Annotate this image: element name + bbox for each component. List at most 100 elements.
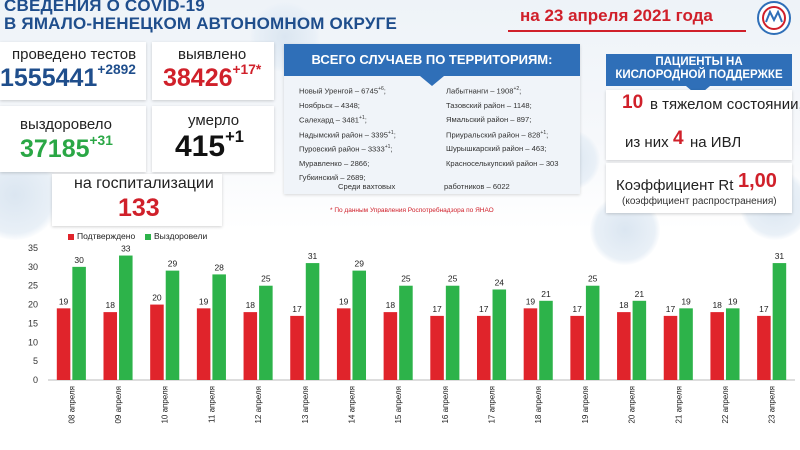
x-tick-label: 21 апреля: [674, 386, 683, 424]
territories-header: ВСЕГО СЛУЧАЕВ ПО ТЕРРИТОРИЯМ:: [284, 44, 580, 76]
bar-recovered: [72, 266, 86, 380]
data-label: 17: [666, 304, 676, 314]
report-date: на 23 апреля 2021 года: [520, 6, 713, 25]
data-label: 29: [168, 259, 178, 269]
territory-text: Лабытнанги – 1908: [446, 86, 514, 96]
territory-item: Салехард – 3481+1;: [299, 115, 367, 125]
bar-confirmed: [56, 308, 71, 380]
data-label: 17: [292, 304, 302, 314]
territory-item: Муравленко – 2866;: [299, 159, 369, 168]
data-label: 19: [681, 296, 691, 306]
territories-header-arrow: [420, 76, 444, 86]
bar-recovered: [679, 308, 693, 380]
rt-note: (коэффициент распространения): [622, 196, 777, 207]
severe-label: в тяжелом состоянии,: [650, 96, 800, 113]
page-title-line1: СВЕДЕНИЯ О COVID-19: [4, 0, 205, 15]
territory-item: Пуровский район – 3333+1;: [299, 144, 393, 154]
data-label: 18: [246, 300, 256, 310]
data-label: 33: [121, 244, 131, 254]
data-label: 24: [495, 277, 505, 287]
bar-recovered: [399, 285, 413, 380]
data-label: 31: [308, 251, 318, 261]
data-label: 21: [541, 289, 551, 299]
died-delta: +1: [225, 128, 244, 146]
page-title-line2: В ЯМАЛО-НЕНЕЦКОМ АВТОНОМНОМ ОКРУГЕ: [4, 14, 398, 33]
territory-text: Новый Уренгой – 6745: [299, 86, 379, 96]
data-label: 19: [199, 296, 209, 306]
data-label: 25: [588, 274, 598, 284]
rt-label: Коэффициент Rt: [616, 177, 734, 194]
legend-recovered-swatch: [145, 233, 151, 240]
x-tick-label: 08 апреля: [67, 386, 76, 424]
data-label: 30: [74, 255, 84, 265]
x-tick-label: 20 апреля: [628, 386, 637, 424]
territory-item: Надымский район – 3395+1;: [299, 129, 396, 140]
oxygen-card: [606, 90, 792, 160]
detected-value: 38426+17*: [163, 62, 262, 92]
y-tick-label: 15: [28, 318, 38, 328]
y-tick-label: 30: [28, 262, 38, 272]
bar-recovered: [212, 274, 226, 380]
ivl-prefix: из них: [625, 134, 669, 151]
bar-recovered: [259, 285, 273, 380]
cases-bar-chart: 0 5 10 15 20 25 30 35 19 30 08 апреля 18 33 09 апреля…: [28, 243, 795, 424]
recovered-label: выздоровело: [20, 116, 112, 133]
x-tick-label: 11 апреля: [207, 386, 216, 423]
oxygen-header: ПАЦИЕНТЫ НА КИСЛОРОДНОЙ ПОДДЕРЖКЕ: [606, 54, 792, 86]
data-label: 18: [386, 300, 396, 310]
data-label: 20: [152, 293, 162, 303]
data-label: 25: [448, 274, 458, 284]
data-label: 19: [59, 296, 69, 306]
territory-delta: +1: [384, 144, 391, 150]
died-label: умерло: [188, 112, 240, 129]
region-emblem-icon: [757, 1, 791, 35]
detected-delta: +17*: [232, 62, 262, 77]
y-tick-label: 20: [28, 300, 38, 310]
bar-confirmed: [523, 308, 538, 380]
territory-item: Приуральский район – 828+1;: [446, 129, 549, 140]
bar-confirmed: [243, 312, 258, 380]
legend-confirmed: Подтверждено: [68, 231, 135, 241]
territory-text: Тазовский район – 1148;: [446, 100, 532, 110]
data-label: 19: [526, 296, 536, 306]
data-label: 18: [106, 300, 116, 310]
bar-recovered: [492, 289, 507, 380]
legend-confirmed-swatch: [68, 233, 74, 240]
bar-recovered: [119, 255, 133, 380]
territory-item: Ноябрьск – 4348;: [299, 101, 360, 110]
territory-item: Шурышкарский район – 463;: [446, 144, 546, 153]
data-label: 19: [728, 296, 738, 306]
x-tick-label: 16 апреля: [441, 386, 450, 424]
x-tick-label: 18 апреля: [534, 386, 543, 424]
tests-delta: +2892: [97, 62, 136, 77]
x-tick-label: 10 апреля: [161, 386, 170, 424]
bar-confirmed: [430, 315, 444, 380]
territory-delta: +1: [387, 129, 394, 136]
y-tick-label: 0: [33, 375, 38, 385]
legend-confirmed-label: Подтверждено: [77, 231, 136, 241]
bar-recovered: [632, 300, 647, 380]
data-label: 28: [214, 262, 224, 272]
data-label: 21: [635, 289, 645, 299]
territory-item: Ямальский район – 897;: [446, 115, 531, 124]
x-tick-label: 09 апреля: [114, 386, 123, 424]
died-card: [152, 106, 274, 172]
ivl-value: 4: [673, 128, 684, 149]
bar-recovered: [772, 263, 787, 380]
territory-text: Муравленко – 2866;: [299, 158, 370, 168]
ivl-label: на ИВЛ: [690, 134, 742, 151]
data-label: 18: [712, 300, 722, 310]
x-tick-label: 23 апреля: [768, 386, 777, 424]
data-label: 17: [759, 304, 769, 314]
territory-text: Губкинский – 2689;: [299, 173, 366, 182]
territory-text: Салехард – 3481: [299, 115, 360, 125]
territory-delta: +1: [359, 115, 365, 121]
hospital-label: на госпитализации: [74, 175, 214, 192]
territory-delta: +6: [378, 86, 384, 92]
shift-workers-label: Среди вахтовых: [338, 182, 396, 191]
legend-recovered: Выздоровели: [145, 231, 207, 241]
territory-item: Тазовский район – 1148;: [446, 101, 532, 110]
bar-confirmed: [336, 308, 351, 380]
rt-value: 1,00: [738, 170, 777, 192]
territory-item: Губкинский – 2689;: [299, 173, 366, 182]
